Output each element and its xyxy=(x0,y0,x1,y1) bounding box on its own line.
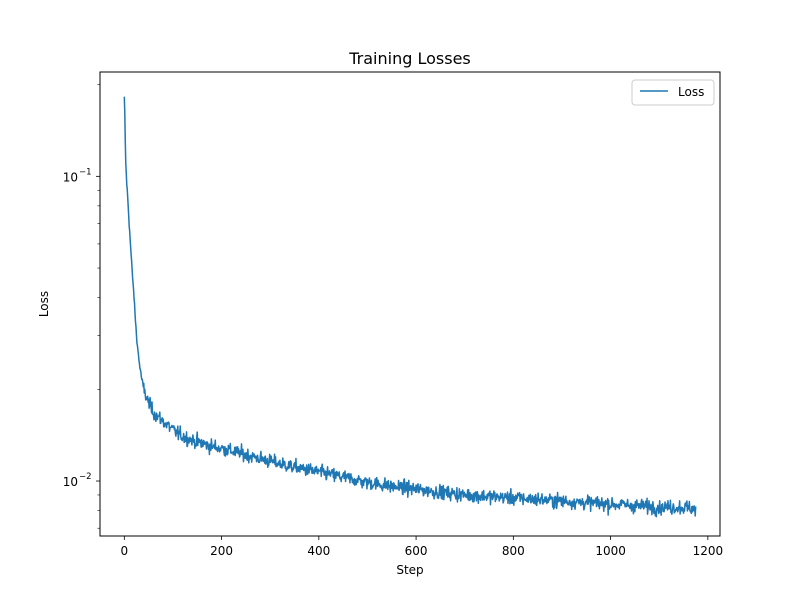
y-axis: 10−210−1 xyxy=(63,84,100,529)
y-tick-exponent: −2 xyxy=(79,472,92,482)
legend: Loss xyxy=(631,79,715,106)
x-tick-label: 200 xyxy=(210,544,233,558)
chart-title: Training Losses xyxy=(348,49,471,68)
x-tick-label: 1000 xyxy=(595,544,626,558)
plot-area xyxy=(123,96,697,518)
y-tick-exponent: −1 xyxy=(79,167,92,177)
x-axis-label: Step xyxy=(396,563,423,577)
x-tick-label: 1200 xyxy=(693,544,724,558)
legend-box xyxy=(631,79,715,106)
axes-frame xyxy=(99,71,721,537)
y-axis-label: Loss xyxy=(37,291,51,317)
loss-series-line xyxy=(123,96,697,518)
y-tick-label: 10 xyxy=(63,475,78,489)
x-tick-label: 0 xyxy=(120,544,128,558)
y-tick-label: 10 xyxy=(63,170,78,184)
x-tick-label: 800 xyxy=(502,544,525,558)
legend-label-loss: Loss xyxy=(678,85,704,99)
x-tick-label: 400 xyxy=(307,544,330,558)
x-tick-label: 600 xyxy=(405,544,428,558)
x-axis: 0 200 400 600 800 1000 1200 xyxy=(120,536,723,558)
